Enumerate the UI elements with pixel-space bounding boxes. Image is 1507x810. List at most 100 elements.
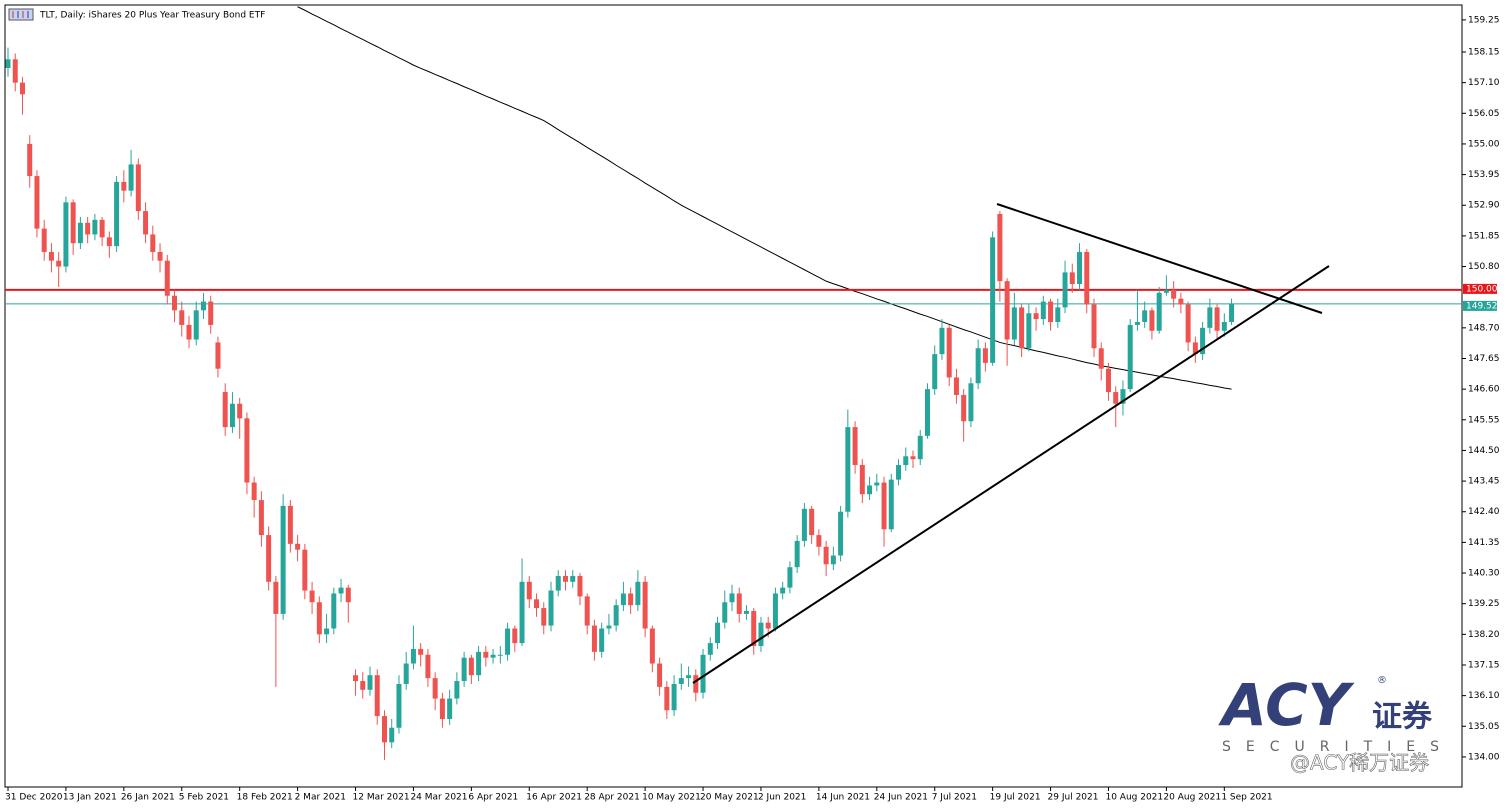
candle-body [302,549,308,591]
candle-body [715,622,721,644]
candle-body [772,593,778,629]
candle-body [606,625,612,629]
candle-body [722,602,728,623]
candle-body [186,324,192,340]
candle-body [403,663,409,684]
x-tick-label: 2 Mar 2021 [295,793,346,803]
candle-body [280,505,286,614]
candle-body [34,176,40,229]
candle-body [5,59,11,69]
candle-body [917,435,923,460]
candle-body [324,628,330,635]
candle-body [613,605,619,626]
candle-body [258,500,264,536]
candle-body [562,575,568,582]
candle-body [1171,289,1177,299]
x-tick-label: 7 Jul 2021 [932,793,977,803]
candle-body [251,482,257,501]
candle-body [99,219,105,238]
candle-body [555,575,561,591]
candle-body [1192,342,1198,355]
candle-body [657,663,663,687]
x-tick-label: 20 May 2021 [700,793,759,803]
title-icon [8,8,34,21]
candle-body [1048,301,1054,323]
candle-body [678,678,684,684]
y-tick-label: 134.00 [1468,752,1500,762]
x-tick-label: 29 Jul 2021 [1048,793,1099,803]
candle-body [432,678,438,699]
candle-body [1098,348,1104,369]
candle-body [990,237,996,363]
candle-body [707,643,713,655]
candle-body [671,683,677,711]
candle-body [874,482,880,486]
x-tick-label: 6 Apr 2021 [468,793,518,803]
candle-body [418,648,424,655]
candle-body [751,610,757,647]
x-tick-label: 10 May 2021 [642,793,701,803]
candle-body [512,628,518,644]
candle-body [787,567,793,588]
y-tick-label: 146.60 [1468,385,1500,395]
candle-body [1200,327,1206,355]
candle-body [686,675,692,679]
candle-body [780,587,786,594]
candle-body [830,555,836,565]
y-tick-label: 159.25 [1468,15,1500,25]
candle-body [534,599,540,609]
candle-body [309,590,315,603]
candle-body [497,654,503,656]
candle-body [591,625,597,652]
candle-body [1084,251,1090,305]
watermark-cn: 证券 [1372,700,1433,735]
y-tick-label: 152.90 [1468,201,1500,211]
candle-body [961,394,967,422]
candle-body [1207,307,1213,328]
candle-body [172,295,178,311]
candle-body [396,683,402,728]
watermark-handle: @ACY稀万证券 [1290,751,1429,775]
candle-body [215,342,221,369]
candle-body [910,456,916,460]
y-tick-label: 136.10 [1468,691,1500,701]
candle-body [664,686,670,711]
candle-body [135,164,141,212]
y-tick-label: 138.20 [1468,630,1500,640]
candle-body [439,698,445,719]
y-tick-label: 142.40 [1468,507,1500,517]
candle-body [1214,307,1220,331]
candle-body [12,59,18,83]
candle-body [526,581,532,600]
y-tick-label: 155.00 [1468,139,1500,149]
candle-body [193,310,199,340]
x-tick-label: 24 Mar 2021 [410,793,467,803]
candle-body [1221,322,1227,331]
candle-body [1040,301,1046,320]
candle-body [620,593,626,606]
moving-average-line [297,6,1232,390]
candle-body [881,482,887,530]
candle-body [1185,304,1191,343]
candle-body [649,628,655,664]
support-trendline [692,265,1330,684]
candle-body [229,403,235,428]
candle-body [222,392,228,428]
candle-body [852,427,858,466]
y-tick-label: 157.10 [1468,78,1500,88]
candle-body [859,465,865,495]
candle-body [483,651,489,658]
x-tick-label: 16 Apr 2021 [526,793,582,803]
candle-body [577,575,583,597]
candle-body [316,602,322,635]
candle-body [179,310,185,325]
candle-body [48,251,54,261]
candle-body [519,581,525,644]
candle-body [77,222,83,244]
candle-body [338,587,344,594]
candle-body [548,590,554,626]
y-tick-label: 145.55 [1468,415,1500,425]
x-tick-label: 19 Jul 2021 [990,793,1041,803]
x-tick-label: 14 Jun 2021 [816,793,870,803]
candle-body [896,465,902,480]
